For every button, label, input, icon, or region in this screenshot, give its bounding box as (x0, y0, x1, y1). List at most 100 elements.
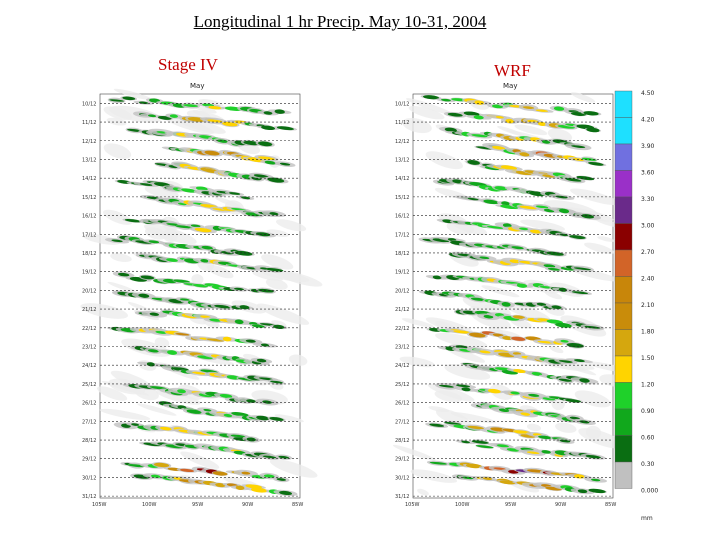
precip-cell (267, 177, 285, 183)
precip-core (504, 337, 510, 339)
precip-trace (214, 196, 241, 208)
precip-core (205, 204, 211, 207)
precip-cell (447, 112, 463, 117)
precip-core (237, 486, 244, 489)
precip-trace (110, 253, 132, 262)
y-tick-label: 19/12 (395, 270, 409, 276)
precip-cell (439, 384, 454, 388)
precip-trace (392, 444, 436, 461)
precip-cell (455, 384, 470, 388)
precip-cell (124, 219, 141, 223)
precip-cell (260, 343, 270, 347)
precip-cell (165, 444, 184, 449)
precip-cell (279, 490, 292, 496)
precip-trace (271, 320, 287, 328)
precip-core (534, 433, 539, 436)
precip-core (531, 230, 538, 233)
precip-core (213, 106, 217, 109)
precip-trace (252, 271, 283, 281)
precip-trace (447, 348, 486, 363)
precip-cell (200, 259, 209, 263)
colorbar-swatch (614, 249, 633, 277)
y-tick-label: 14/12 (82, 176, 96, 182)
precip-core (256, 489, 263, 492)
precip-trace (103, 106, 133, 121)
precip-core (541, 318, 545, 321)
y-tick-label: 20/12 (395, 288, 409, 294)
precip-cell (558, 378, 573, 382)
precip-cell (555, 322, 572, 328)
precip-trace (80, 303, 129, 319)
precip-cell (558, 360, 573, 363)
precip-cell (429, 423, 445, 427)
precip-cell (122, 96, 136, 101)
x-tick-label: 85W (605, 502, 616, 508)
precip-cell (588, 488, 606, 494)
precip-core (159, 464, 166, 467)
precip-core (514, 316, 521, 318)
precip-cell (463, 111, 480, 117)
y-tick-label: 30/12 (395, 475, 409, 481)
precip-core (264, 157, 269, 160)
precip-trace (154, 337, 170, 348)
colorbar-units: mm (641, 515, 653, 522)
precip-trace (399, 356, 435, 368)
y-tick-label: 19/12 (82, 270, 96, 276)
precip-core (539, 109, 546, 112)
precip-cell (574, 359, 585, 363)
precip-cell (444, 127, 457, 132)
precip-core (207, 151, 214, 154)
y-tick-label: 13/12 (395, 157, 409, 163)
precip-cell (500, 204, 518, 210)
precip-core (174, 477, 181, 480)
precip-core (490, 279, 494, 282)
precip-cell (246, 267, 257, 270)
precip-trace (549, 346, 564, 354)
precip-cell (547, 267, 560, 271)
precip-core (458, 330, 465, 333)
precip-core (530, 451, 537, 454)
colorbar-swatch (614, 90, 633, 118)
colorbar-swatch (614, 302, 633, 330)
colorbar-label: 3.60 (641, 170, 655, 177)
precip-cell (470, 297, 486, 302)
precip-trace (570, 92, 596, 103)
y-tick-label: 31/12 (395, 494, 409, 500)
precip-core (223, 337, 228, 340)
precip-core (204, 315, 208, 318)
precip-trace (402, 117, 432, 134)
precip-cell (127, 464, 145, 468)
precip-core (194, 372, 201, 374)
precip-cell (246, 399, 256, 403)
precip-cell (536, 302, 547, 306)
wrf-label: WRF (494, 61, 531, 80)
precip-cell (577, 489, 588, 494)
y-tick-label: 18/12 (82, 251, 96, 257)
colorbar-label: 0.90 (641, 408, 655, 415)
precip-cell (467, 197, 479, 201)
x-tick-label: 95W (192, 502, 203, 508)
precip-trace (99, 408, 151, 421)
precip-core (242, 472, 247, 474)
precip-cell (177, 389, 186, 394)
colorbar-swatch (614, 329, 633, 357)
precip-cell (243, 140, 259, 146)
x-tick-label: 105W (405, 502, 420, 508)
x-tick-label: 100W (455, 502, 470, 508)
precip-cell (558, 208, 570, 214)
precip-cell (245, 339, 256, 343)
precip-core (527, 206, 531, 209)
precip-core (483, 477, 490, 480)
precip-trace (520, 219, 566, 231)
y-tick-label: 13/12 (82, 157, 96, 163)
y-tick-label: 23/12 (82, 345, 96, 351)
precip-trace (103, 209, 133, 225)
y-tick-label: 16/12 (82, 214, 96, 220)
precip-core (506, 429, 513, 432)
precip-cell (138, 293, 150, 298)
colorbar-label: 0.30 (641, 461, 655, 468)
colorbar-label: 0.000 (641, 488, 658, 495)
precip-cell (246, 437, 256, 442)
precip-cell (183, 104, 198, 107)
precip-trace (274, 414, 304, 423)
